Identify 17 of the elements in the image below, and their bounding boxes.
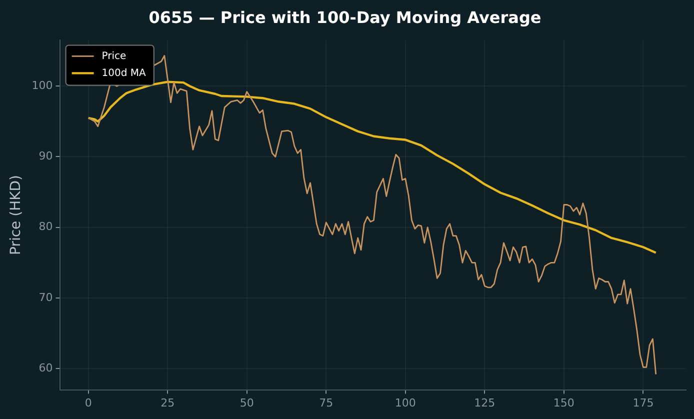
chart-title: 0655 — Price with 100-Day Moving Average — [148, 8, 542, 27]
y-tick-label: 80 — [38, 220, 53, 234]
x-tick-label: 150 — [553, 396, 574, 410]
y-tick-label: 90 — [38, 150, 53, 163]
x-tick-label: 0 — [84, 396, 92, 410]
legend-label: Price — [102, 50, 126, 62]
x-tick-label: 50 — [240, 396, 254, 410]
y-tick-label: 100 — [32, 78, 53, 92]
y-axis-title: Price (HKD) — [8, 174, 24, 256]
x-tick-label: 125 — [474, 396, 496, 410]
x-tick-label: 75 — [319, 396, 334, 410]
legend-label: 100d MA — [102, 68, 146, 79]
y-tick-label: 70 — [38, 290, 53, 304]
y-tick-label: 60 — [38, 361, 53, 374]
x-tick-label: 25 — [160, 396, 175, 410]
x-tick-label: 100 — [394, 396, 416, 410]
x-tick-label: 175 — [632, 396, 654, 410]
